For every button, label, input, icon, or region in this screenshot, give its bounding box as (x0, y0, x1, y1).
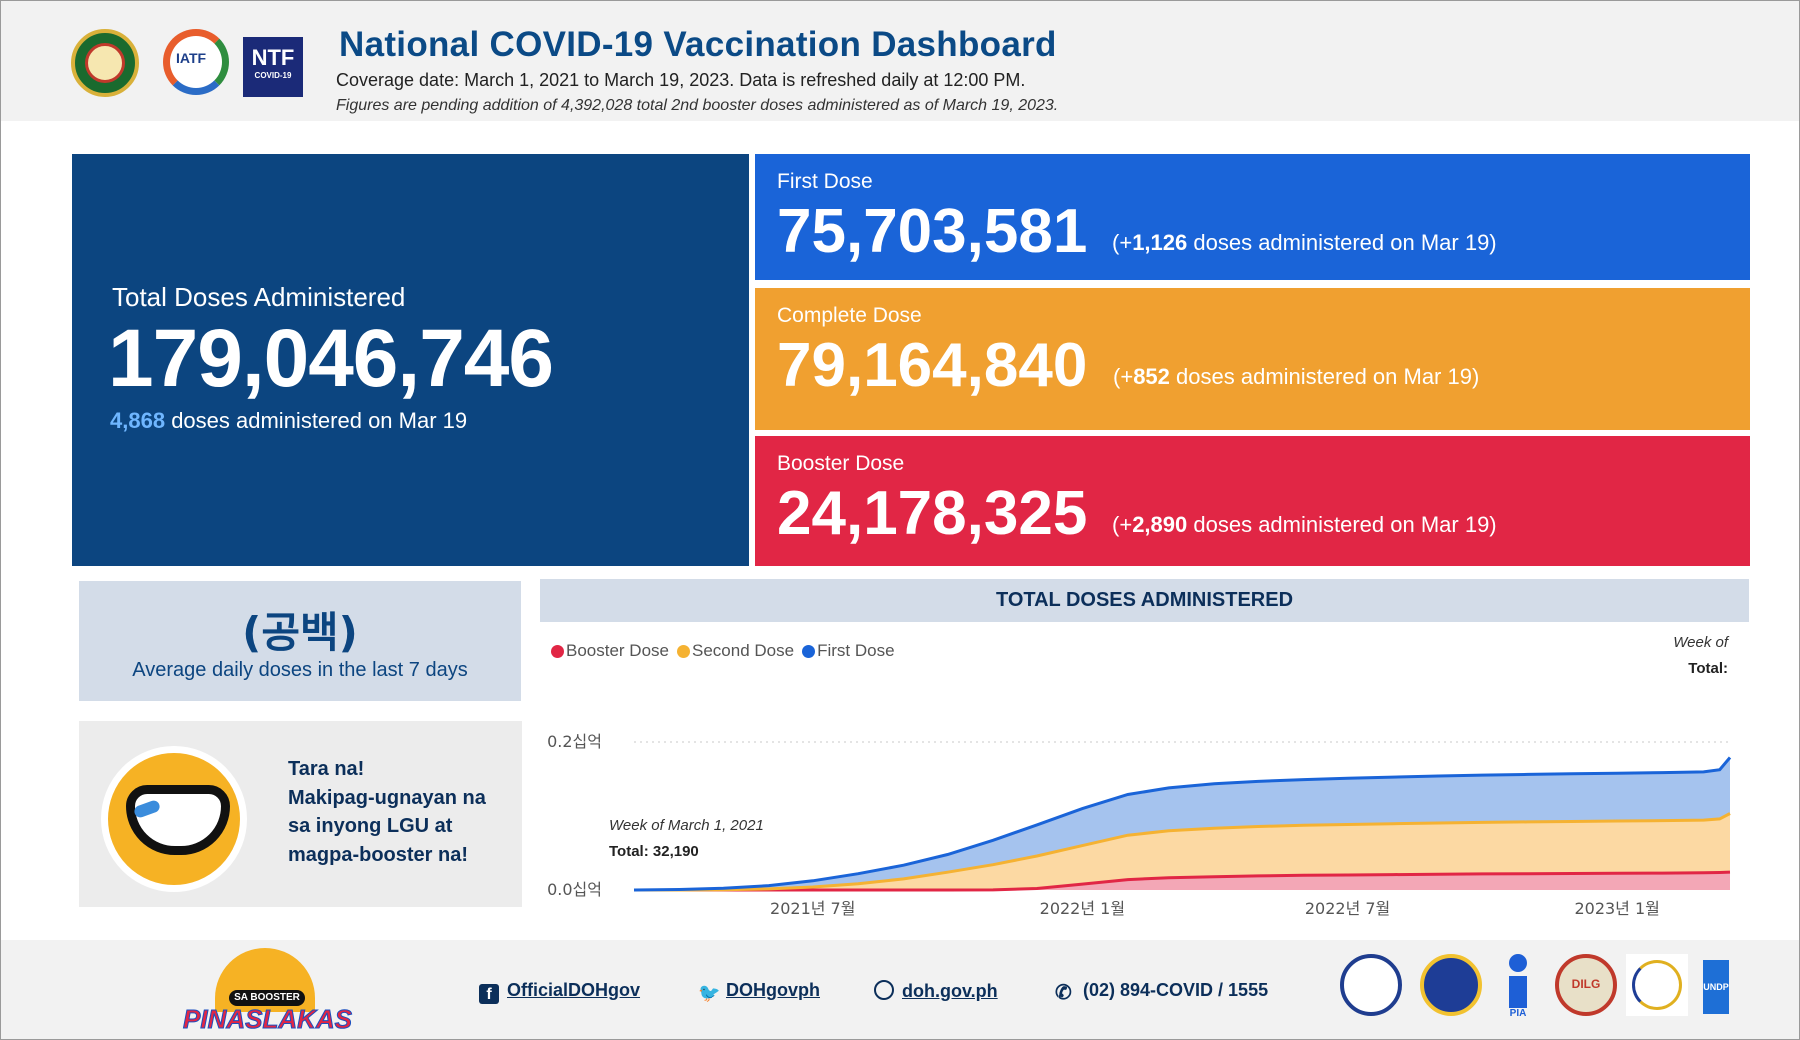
chart-tooltip-total: Total: 32,190 (609, 843, 699, 860)
pcoo-seal-icon (1340, 954, 1402, 1016)
booster-dose-value: 24,178,325 (777, 479, 1088, 548)
total-doses-label: Total Doses Administered (112, 282, 406, 312)
total-doses-value: 179,046,746 (108, 313, 554, 404)
first-dose-card: First Dose 75,703,581 (+1,126 doses admi… (755, 154, 1750, 280)
legend-dot-second (677, 644, 690, 658)
total-daily-count: 4,868 (110, 408, 166, 433)
twitter-icon: 🐦 (698, 983, 721, 1003)
facebook-icon: f (479, 984, 499, 1004)
dilg-logo-icon: DILG (1555, 954, 1617, 1016)
header-bar: IATF NTF COVID-19 National COVID-19 Vacc… (1, 1, 1799, 121)
legend-dot-first (802, 644, 816, 658)
legend-dot-booster (551, 644, 564, 658)
pinaslakas-logo: SA BOOSTER PINASLAKAS (181, 948, 353, 1035)
complete-dose-card: Complete Dose 79,164,840 (+852 doses adm… (755, 288, 1750, 430)
average-daily-label: Average daily doses in the last 7 days (132, 659, 468, 681)
pending-note: Figures are pending addition of 4,392,02… (336, 97, 1059, 114)
doses-area-chart[interactable]: 0.0십억 0.2십억 2021년 7월 2022년 1월 2022년 7월 2023년 … (540, 700, 1750, 925)
phone-icon: ✆ (1055, 982, 1072, 1004)
iatf-logo-icon: IATF (163, 29, 229, 95)
chart-total-label: Total: (1688, 660, 1728, 677)
line-second-dose (634, 812, 1731, 892)
y-tick-label: 0.0십억 (547, 880, 602, 899)
promo-text: Tara na! Makipag-ugnayan na sa inyong LG… (288, 758, 486, 866)
hotline-text: ✆ (02) 894-COVID / 1555 (1055, 980, 1269, 1004)
area-booster-dose (634, 872, 1730, 890)
page-title: National COVID-19 Vaccination Dashboard (339, 25, 1057, 64)
line-first-dose (633, 756, 1732, 892)
first-dose-value: 75,703,581 (777, 197, 1088, 266)
twitter-link[interactable]: 🐦 DOHgovph (698, 980, 820, 1003)
complete-dose-value: 79,164,840 (777, 331, 1088, 400)
booster-dose-card: Booster Dose 24,178,325 (+2,890 doses ad… (755, 436, 1750, 566)
x-tick-label: 2022년 1월 (1040, 899, 1125, 918)
chart-tooltip-week: Week of March 1, 2021 (609, 817, 764, 834)
legend-item-first[interactable]: First Dose (802, 641, 895, 661)
pia-logo-icon: PIA (1503, 954, 1533, 1022)
booster-dose-label: Booster Dose (777, 452, 905, 475)
chart-legend: Booster Dose Second Dose First Dose (551, 641, 895, 661)
doh-logo-icon (71, 29, 139, 97)
booster-promo-card: Tara na! Makipag-ugnayan na sa inyong LG… (79, 721, 522, 907)
complete-dose-label: Complete Dose (777, 304, 922, 327)
facebook-link[interactable]: f OfficialDOHgov (479, 980, 640, 1004)
legend-item-second[interactable]: Second Dose (677, 641, 794, 661)
dict-logo-icon (1626, 954, 1688, 1016)
line-booster-dose (634, 870, 1731, 892)
first-dose-increment: (+1,126 doses administered on Mar 19) (1112, 230, 1497, 255)
coverage-text: Coverage date: March 1, 2021 to March 19… (336, 70, 1026, 90)
chart-week-label: Week of (1673, 634, 1728, 651)
average-daily-value: (공백) (242, 608, 358, 657)
footer-bar: SA BOOSTER PINASLAKAS f OfficialDOHgov 🐦 D… (1, 940, 1799, 1039)
legend-item-booster[interactable]: Booster Dose (551, 641, 669, 661)
globe-icon (874, 980, 894, 1000)
pia-seal-icon (1420, 954, 1482, 1016)
area-second-dose (634, 813, 1730, 890)
complete-dose-increment: (+852 doses administered on Mar 19) (1113, 364, 1480, 389)
first-dose-label: First Dose (777, 170, 873, 193)
x-tick-label: 2021년 7월 (770, 899, 855, 918)
y-tick-label: 0.2십억 (547, 732, 602, 751)
area-first-dose (634, 757, 1730, 890)
chart-title: TOTAL DOSES ADMINISTERED (540, 579, 1749, 622)
total-doses-card: Total Doses Administered 179,046,746 4,8… (72, 154, 749, 566)
total-daily-label: doses administered on Mar 19 (171, 408, 468, 433)
x-tick-label: 2022년 7월 (1305, 899, 1390, 918)
x-tick-label: 2023년 1월 (1574, 899, 1659, 918)
booster-dose-increment: (+2,890 doses administered on Mar 19) (1112, 512, 1497, 537)
undp-logo-icon: UNDP (1703, 960, 1729, 1014)
total-daily-text: 4,868 doses administered on Mar 19 (110, 408, 467, 434)
ntf-logo-icon: NTF COVID-19 (243, 37, 303, 97)
flexed-arm-icon (101, 746, 247, 892)
website-link[interactable]: doh.gov.ph (874, 980, 998, 1002)
average-daily-card: (공백) Average daily doses in the last 7 d… (79, 581, 521, 701)
